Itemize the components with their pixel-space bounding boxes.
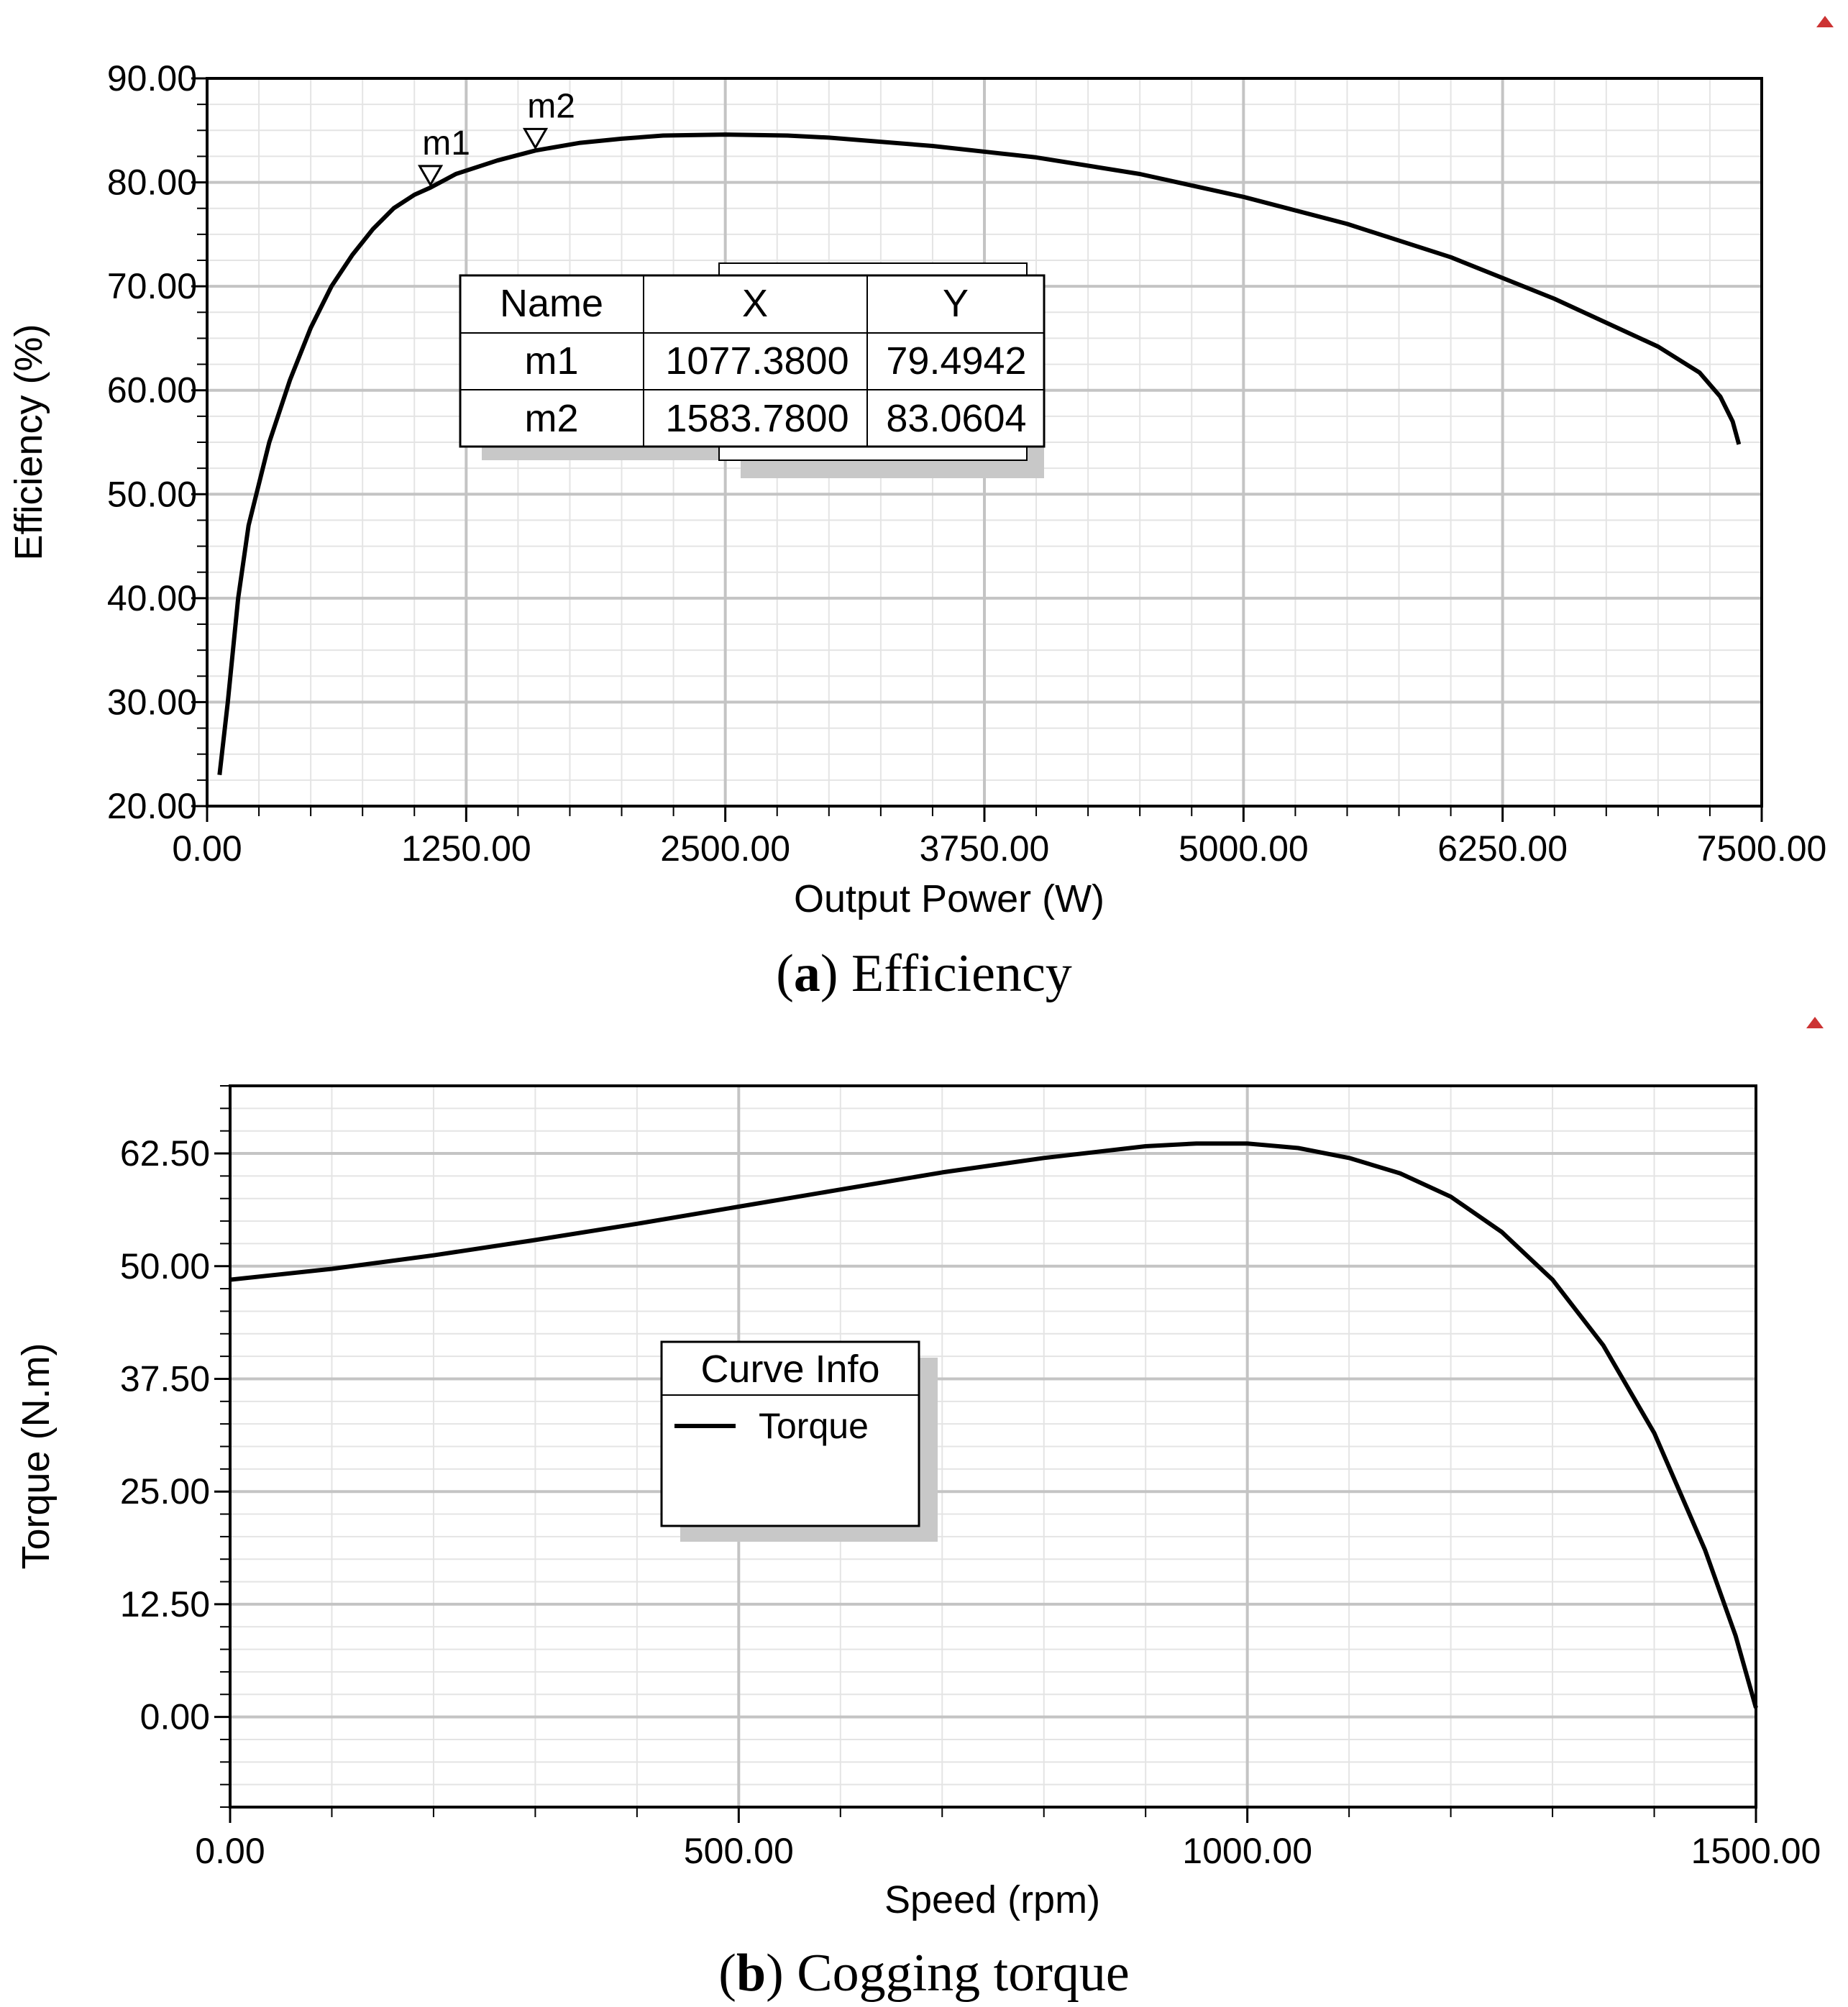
x-tick-label: 7500.00 [1697, 828, 1827, 869]
x-tick-label: 0.00 [172, 828, 242, 869]
table-row-m1-name: m1 [524, 339, 578, 383]
torque-curve [229, 1141, 1758, 1709]
markers: m1 m2 [417, 87, 575, 187]
legend-title: Curve Info [700, 1348, 879, 1391]
y-tick-label: 0.00 [140, 1697, 210, 1737]
y-tick-label: 60.00 [107, 370, 197, 411]
x-tick-label: 1500.00 [1691, 1831, 1821, 1871]
y-tick-label: 70.00 [107, 266, 197, 306]
legend-entry-torque: Torque [759, 1406, 869, 1446]
major-gridlines [229, 1086, 1757, 1807]
x-tick-label: 1250.00 [401, 828, 531, 869]
y-tick-label: 40.00 [107, 578, 197, 618]
x-tick-label: 1000.00 [1182, 1831, 1312, 1871]
x-tick-label: 0.00 [195, 1831, 265, 1871]
caption-b: (b) Cogging torque [718, 1944, 1129, 2003]
marker-m2-icon [522, 127, 549, 150]
x-tick-label: 6250.00 [1437, 828, 1568, 869]
caption-a: (a) Efficiency [776, 944, 1072, 1003]
caption-a-letter: a [794, 944, 820, 1003]
x-tick-label: 5000.00 [1179, 828, 1309, 869]
x-tick-labels: 0.00 1250.00 2500.00 3750.00 5000.00 6250.00 7… [172, 828, 1826, 869]
efficiency-curve [217, 132, 1742, 775]
table-row-m2-name: m2 [524, 397, 578, 440]
axis-ticks [191, 77, 1763, 822]
legend: Curve Info Torque [660, 1340, 938, 1542]
x-axis-title: Output Power (W) [794, 877, 1104, 920]
marker-table: Name X Y m1 1077.3800 79.4942 m2 1583.78… [459, 262, 1046, 478]
y-tick-label: 80.00 [107, 163, 197, 203]
y-axis-title: Efficiency (%) [7, 324, 50, 560]
table-row-m2-y: 83.0604 [886, 397, 1026, 440]
table-header-name: Name [500, 282, 603, 325]
axis-ticks [214, 1085, 1757, 1823]
warning-icon [1816, 16, 1834, 27]
y-tick-label: 90.00 [107, 58, 197, 99]
y-tick-labels: 0.00 12.50 25.00 37.50 50.00 62.50 [120, 1133, 210, 1737]
x-tick-label: 3750.00 [920, 828, 1050, 869]
y-tick-label: 12.50 [120, 1584, 210, 1624]
marker-m1-icon [417, 165, 444, 187]
y-tick-label: 62.50 [120, 1133, 210, 1174]
y-tick-label: 50.00 [107, 474, 197, 514]
caption-a-text: Efficiency [838, 944, 1072, 1003]
marker-m1-label: m1 [422, 124, 470, 163]
y-axis-title: Torque (N.m) [14, 1343, 58, 1569]
y-tick-label: 30.00 [107, 682, 197, 722]
table-row-m1-y: 79.4942 [886, 339, 1026, 383]
table-row-m2-x: 1583.7800 [665, 397, 848, 440]
y-tick-label: 37.50 [120, 1358, 210, 1399]
x-axis-title: Speed (rpm) [884, 1878, 1100, 1921]
y-tick-labels: 20.00 30.00 40.00 50.00 60.00 70.00 80.00 90.00 [107, 58, 197, 826]
x-tick-labels: 0.00 500.00 1000.00 1500.00 [195, 1831, 1821, 1871]
torque-chart: 0.00 500.00 1000.00 1500.00 0.00 12.50 25.00 3… [14, 1017, 1824, 2003]
x-tick-label: 2500.00 [660, 828, 790, 869]
marker-table-frame [459, 274, 1046, 448]
legend-frame [660, 1340, 920, 1527]
efficiency-chart: 0.00 1250.00 2500.00 3750.00 5000.00 6250.00 7… [7, 16, 1834, 1003]
warning-icon [1806, 1017, 1824, 1028]
y-tick-label: 25.00 [120, 1471, 210, 1512]
table-header-x: X [742, 282, 768, 325]
caption-b-letter: b [736, 1944, 766, 2003]
table-row-m1-x: 1077.3800 [665, 339, 848, 383]
x-tick-label: 500.00 [684, 1831, 794, 1871]
marker-m2-label: m2 [527, 87, 575, 125]
y-tick-label: 20.00 [107, 786, 197, 826]
y-tick-label: 50.00 [120, 1246, 210, 1286]
caption-b-text: Cogging torque [784, 1944, 1130, 2003]
table-header-y: Y [943, 282, 969, 325]
